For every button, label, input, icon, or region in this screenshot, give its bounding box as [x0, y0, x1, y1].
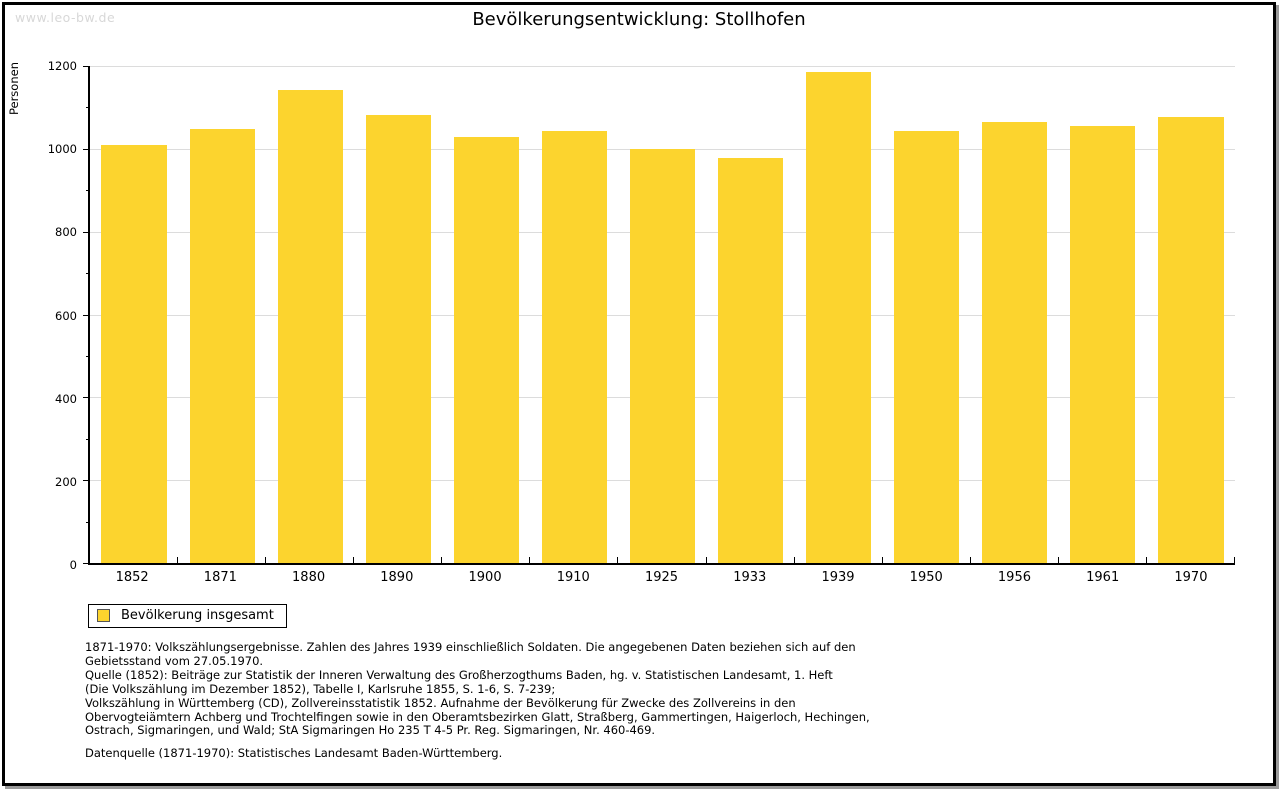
bar-column — [971, 66, 1059, 563]
y-tick-minor — [86, 107, 90, 109]
bar-column — [618, 66, 706, 563]
y-tick-label: 800 — [55, 225, 77, 240]
x-tick — [177, 557, 179, 563]
bar-column — [530, 66, 618, 563]
plot-area — [83, 66, 1235, 565]
x-tick-label: 1970 — [1174, 570, 1208, 585]
chart-title: Bevölkerungsentwicklung: Stollhofen — [472, 9, 806, 30]
bar-1970 — [1158, 116, 1224, 563]
x-tick-label: 1900 — [468, 570, 502, 585]
y-tick-label: 1000 — [47, 142, 77, 157]
bar-1925 — [629, 148, 696, 563]
y-tick-major — [83, 397, 90, 399]
datasource-line: Datenquelle (1871-1970): Statistisches L… — [85, 746, 503, 760]
x-tick — [265, 557, 267, 563]
watermark: www.leo-bw.de — [15, 10, 116, 25]
y-tick-label: 400 — [55, 391, 77, 406]
footnote-line: Gebietsstand vom 27.05.1970. — [85, 653, 264, 668]
x-tick — [1234, 557, 1235, 563]
y-tick-major — [83, 231, 90, 233]
x-tick-label: 1910 — [556, 570, 590, 585]
bar-column — [178, 66, 266, 563]
bar-1880 — [277, 90, 343, 563]
y-tick-minor — [86, 355, 90, 357]
x-tick-label: 1950 — [909, 570, 943, 585]
y-tick-minor — [86, 190, 90, 192]
y-tick-major — [83, 66, 90, 67]
bar-column — [1147, 66, 1235, 563]
y-tick-minor — [86, 273, 90, 275]
y-tick-label: 0 — [69, 558, 77, 572]
x-tick — [705, 557, 707, 563]
y-axis-tick-labels: 0 200 400 600 800 1000 1200 — [5, 59, 77, 572]
footnote-line: (Die Volkszählung im Dezember 1852), Tab… — [85, 681, 556, 696]
x-tick-label: 1852 — [115, 570, 149, 585]
x-tick — [793, 557, 795, 563]
legend-label: Bevölkerung insgesamt — [121, 608, 274, 623]
gridline — [90, 66, 1235, 67]
bar-column — [442, 66, 530, 563]
legend-swatch-icon — [97, 609, 110, 622]
x-tick — [881, 557, 883, 563]
x-tick — [969, 557, 971, 563]
x-tick — [1145, 557, 1147, 563]
y-tick-major — [83, 148, 90, 150]
legend: Bevölkerung insgesamt — [88, 604, 287, 628]
y-tick-label: 1200 — [47, 59, 77, 73]
bar-1871 — [189, 128, 255, 563]
y-tick-major — [83, 563, 90, 564]
footnote: 1871-1970: Volkszählungsergebnisse. Zahl… — [85, 640, 870, 738]
bar-series — [90, 66, 1235, 563]
bar-column — [266, 66, 354, 563]
x-axis-tick-labels: 1852 1871 1880 1890 1900 1910 1925 1933 1939 1950… — [88, 570, 1235, 585]
footnote-line: Ostrach, Sigmaringen, und Wald; StA Sigm… — [85, 723, 656, 738]
bar-1961 — [1070, 126, 1136, 563]
bar-1900 — [453, 137, 519, 563]
x-tick — [1057, 557, 1059, 563]
y-tick-label: 600 — [55, 308, 77, 323]
x-tick-label: 1880 — [292, 570, 326, 585]
bar-column — [1059, 66, 1147, 563]
x-tick-label: 1961 — [1086, 570, 1120, 585]
y-tick-minor — [86, 521, 90, 523]
bar-1933 — [718, 157, 784, 563]
x-tick-label: 1925 — [644, 570, 679, 585]
y-tick-major — [83, 480, 90, 482]
x-tick-label: 1890 — [380, 570, 414, 585]
x-tick — [617, 557, 619, 563]
bar-1939 — [806, 71, 872, 563]
y-tick-minor — [86, 438, 90, 440]
bar-1950 — [894, 131, 960, 563]
bar-column — [795, 66, 883, 563]
bar-column — [707, 66, 795, 563]
bar-1956 — [982, 121, 1048, 563]
footnote-line: 1871-1970: Volkszählungsergebnisse. Zahl… — [85, 640, 856, 654]
footnote-line: Volkszählung in Württemberg (CD), Zollve… — [85, 695, 796, 710]
bar-column — [883, 66, 971, 563]
x-tick — [353, 557, 355, 563]
x-tick-label: 1871 — [203, 570, 237, 585]
bar-column — [354, 66, 442, 563]
bar-1910 — [541, 131, 608, 563]
bar-column — [90, 66, 178, 563]
y-tick-label: 200 — [55, 474, 77, 489]
x-tick-label: 1956 — [997, 570, 1031, 585]
footnote-line: Obervogteiämtern Achberg und Trochtelfin… — [85, 709, 870, 724]
x-tick-label: 1939 — [821, 570, 855, 585]
bar-1852 — [101, 144, 167, 563]
bar-1890 — [365, 114, 431, 563]
footnote-line: Quelle (1852): Beiträge zur Statistik de… — [85, 667, 833, 682]
x-tick — [529, 557, 531, 563]
y-tick-major — [83, 314, 90, 316]
x-tick — [441, 557, 443, 563]
x-tick-label: 1933 — [733, 570, 767, 585]
